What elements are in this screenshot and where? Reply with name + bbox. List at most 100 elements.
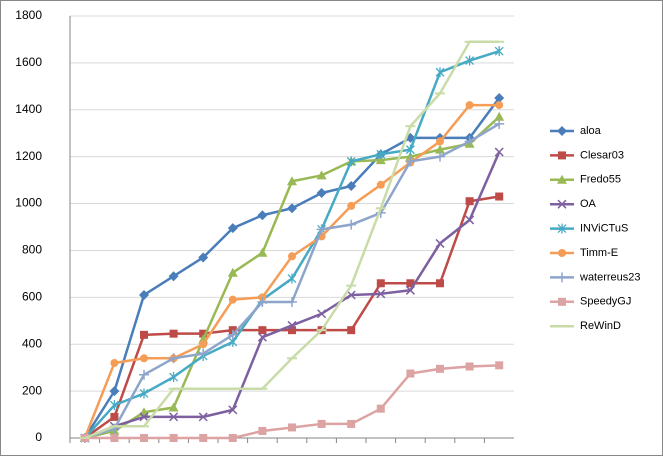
marker: [109, 400, 119, 411]
marker: [140, 354, 148, 363]
marker: [317, 309, 327, 319]
marker: [110, 412, 119, 421]
marker: [494, 111, 505, 121]
marker: [109, 386, 120, 397]
marker: [169, 434, 178, 442]
marker: [258, 426, 267, 435]
marker: [139, 388, 149, 399]
marker: [435, 144, 445, 154]
marker: [494, 46, 504, 57]
marker: [199, 340, 208, 349]
marker: [494, 93, 505, 104]
y-tick-label: 1600: [15, 55, 42, 69]
legend: aloa Clesar03 Fredo55 OA INViCTuS Timm-E water…: [550, 125, 641, 332]
marker: [495, 192, 504, 201]
legend-label: Fredo55: [580, 174, 621, 186]
marker: [169, 329, 178, 338]
marker: [436, 364, 444, 373]
marker: [346, 156, 356, 167]
marker: [139, 412, 149, 422]
marker: [110, 434, 119, 442]
marker: [288, 252, 296, 261]
y-tick-label: 0: [35, 430, 42, 444]
marker: [406, 279, 415, 288]
legend-label: Clesar03: [580, 149, 624, 161]
marker: [198, 348, 209, 359]
legend-label: OA: [580, 198, 597, 210]
legend-label: aloa: [580, 125, 602, 137]
marker: [287, 203, 297, 214]
marker: [228, 434, 237, 442]
marker: [465, 101, 474, 110]
marker: [465, 362, 474, 371]
marker: [465, 215, 475, 225]
marker: [495, 101, 504, 110]
marker: [495, 361, 504, 370]
marker: [287, 273, 297, 284]
marker: [405, 156, 416, 167]
marker: [376, 279, 385, 288]
marker: [435, 67, 445, 78]
marker: [405, 151, 416, 161]
marker: [494, 118, 505, 129]
marker: [316, 224, 327, 235]
marker: [465, 197, 474, 206]
y-tick-label: 200: [22, 383, 42, 397]
marker: [257, 332, 267, 342]
marker: [557, 223, 567, 234]
marker: [558, 151, 566, 160]
marker: [287, 297, 297, 308]
marker: [199, 434, 208, 442]
marker: [169, 412, 179, 422]
legend-label: INViCTuS: [580, 223, 628, 235]
marker: [436, 279, 444, 288]
marker: [376, 289, 386, 299]
marker: [140, 330, 148, 339]
marker: [558, 249, 566, 257]
legend-label: Timm-E: [580, 247, 618, 259]
marker: [198, 412, 208, 422]
marker: [347, 419, 356, 428]
marker: [346, 290, 356, 300]
marker: [376, 180, 385, 189]
marker: [494, 147, 504, 157]
marker: [168, 353, 179, 364]
marker: [347, 326, 356, 335]
marker: [227, 223, 238, 234]
marker: [228, 405, 238, 415]
marker: [557, 126, 567, 136]
marker: [288, 423, 296, 432]
marker: [317, 419, 326, 428]
marker: [347, 201, 356, 210]
marker: [557, 272, 567, 283]
marker: [346, 219, 357, 230]
series: [80, 101, 504, 442]
marker: [558, 297, 566, 306]
marker: [139, 369, 149, 380]
marker: [435, 151, 445, 162]
marker: [346, 180, 357, 191]
marker: [405, 144, 415, 155]
marker: [464, 136, 475, 147]
marker: [287, 320, 297, 330]
legend-label: ReWinD: [580, 320, 621, 332]
marker: [435, 238, 445, 248]
marker: [168, 271, 179, 282]
marker: [110, 358, 119, 367]
marker: [406, 369, 415, 378]
y-tick-label: 1800: [15, 8, 42, 22]
marker: [199, 329, 208, 338]
y-tick-label: 1200: [15, 149, 42, 163]
marker: [557, 174, 567, 184]
y-tick-label: 600: [22, 290, 42, 304]
marker: [257, 247, 268, 257]
marker: [376, 404, 385, 413]
marker: [227, 329, 238, 340]
marker: [258, 326, 267, 335]
marker: [140, 434, 148, 442]
marker: [316, 188, 327, 199]
legend-label: waterreus23: [579, 271, 641, 283]
legend-label: SpeedyGJ: [580, 296, 631, 308]
marker: [228, 295, 237, 304]
